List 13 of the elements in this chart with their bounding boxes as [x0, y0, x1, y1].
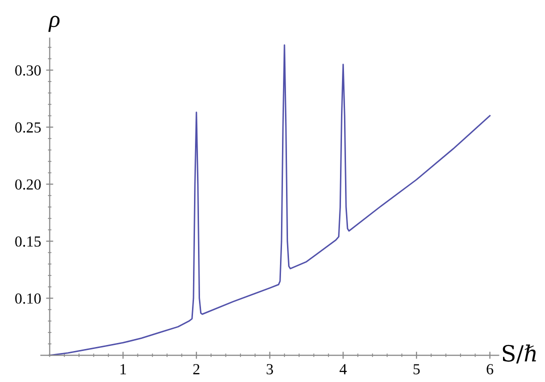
x-tick-label: 6 [486, 364, 494, 374]
x-tick-label: 3 [266, 364, 273, 374]
x-tick-label: 5 [414, 364, 420, 374]
x-tick-label: 2 [193, 364, 200, 374]
x-axis-title: S/ℏ [502, 344, 536, 364]
y-tick-label: 0.25 [15, 122, 41, 133]
y-axis-title: ρ [48, 16, 60, 32]
y-tick-label: 0.10 [15, 293, 41, 304]
y-tick-label: 0.20 [15, 179, 41, 190]
x-tick-label: 4 [340, 364, 347, 374]
y-tick-label: 0.15 [15, 236, 41, 247]
x-tick-label: 1 [120, 364, 126, 374]
y-tick-label: 0.30 [15, 65, 41, 76]
